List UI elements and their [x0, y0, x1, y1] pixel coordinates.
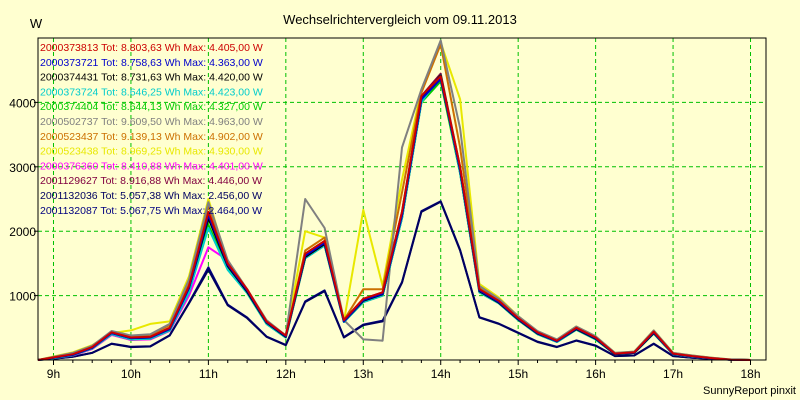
y-tick-label: 2000 [9, 225, 36, 239]
y-tick-label: 1000 [9, 290, 36, 304]
x-tick-label: 18h [740, 367, 760, 381]
legend-entry-8: 2000376360 Tot: 8.410,88 Wh Max: 4.401,0… [40, 160, 263, 172]
series-lines [37, 39, 751, 361]
legend-entry-5: 2000502737 Tot: 9.609,50 Wh Max: 4.963,0… [40, 116, 263, 128]
legend-entry-2: 2000374431 Tot: 8.731,63 Wh Max: 4.420,0… [40, 72, 263, 84]
footer-credit: SunnyReport pinxit [703, 385, 796, 397]
series-line-10 [37, 200, 751, 361]
x-tick-label: 12h [276, 367, 296, 381]
y-tick-label: 3000 [9, 161, 36, 175]
axes: 9h 10h 11h 12h 13h 14h 15h 16h 17h 18h 1000 2000 300… [9, 37, 767, 381]
x-tick-label: 15h [508, 367, 528, 381]
legend-entry-6: 2000523437 Tot: 9.139,13 Wh Max: 4.902,0… [40, 131, 263, 143]
legend-entry-1: 2000373721 Tot: 8.758,63 Wh Max: 4.363,0… [40, 57, 263, 69]
legend-entry-0: 2000373813 Tot: 8.803,63 Wh Max: 4.405,0… [40, 42, 263, 54]
x-tick-label: 13h [353, 367, 373, 381]
y-axis-label: W [30, 16, 43, 31]
x-tick-label: 17h [663, 367, 683, 381]
y-tick-label: 4000 [9, 96, 36, 110]
legend-entry-3: 2000373724 Tot: 8.646,25 Wh Max: 4.423,0… [40, 86, 263, 98]
legend: 2000373813 Tot: 8.803,63 Wh Max: 4.405,0… [40, 42, 263, 217]
legend-entry-4: 2000374404 Tot: 8.644,13 Wh Max: 4.327,0… [40, 101, 263, 113]
x-tick-label: 16h [586, 367, 606, 381]
legend-entry-11: 2001132087 Tot: 5.067,75 Wh Max: 2.464,0… [40, 205, 262, 217]
x-tick-label: 14h [431, 367, 451, 381]
x-tick-label: 10h [121, 367, 141, 381]
legend-entry-7: 2000523438 Tot: 8.969,25 Wh Max: 4.930,0… [40, 146, 263, 158]
x-tick-label: 9h [47, 367, 60, 381]
legend-entry-10: 2001132036 Tot: 5.057,38 Wh Max: 2.456,0… [40, 190, 262, 202]
legend-entry-9: 2001129627 Tot: 8.916,88 Wh Max: 4.446,0… [40, 175, 262, 187]
chart-title: Wechselrichtervergleich vom 09.11.2013 [283, 12, 517, 27]
x-tick-label: 11h [199, 367, 218, 381]
series-line-0 [37, 75, 751, 361]
